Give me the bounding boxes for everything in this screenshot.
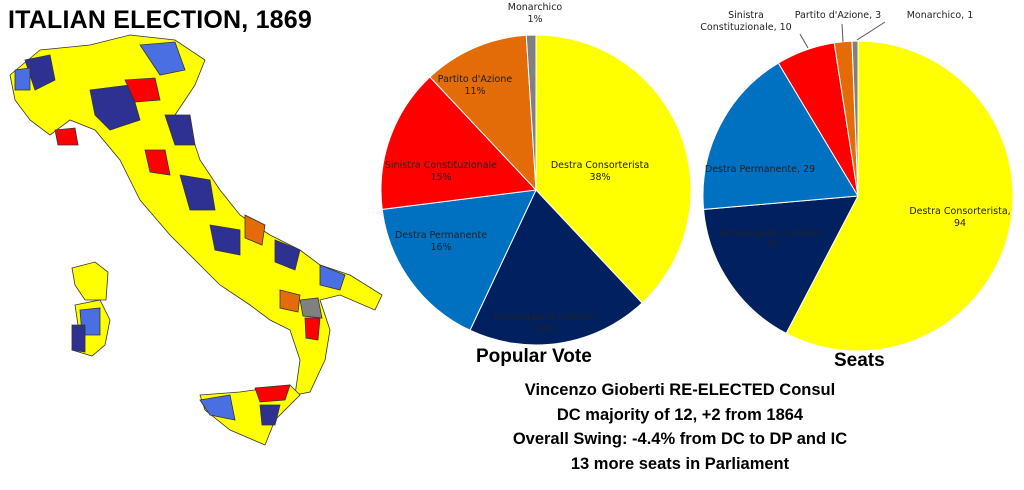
- pie-data-label: Sinistra Constituzionale 15%: [385, 160, 497, 183]
- pie-data-label: Partito d'Azione 11%: [438, 74, 513, 97]
- pie-data-label: Monarchico, 1: [907, 10, 974, 21]
- pie-slice: [702, 62, 859, 210]
- seats-caption: Seats: [834, 350, 885, 371]
- pie-slice: [469, 189, 643, 346]
- pie-slice: [851, 40, 859, 197]
- result-summary: Vincenzo Gioberti RE-ELECTED Consul DC m…: [480, 378, 880, 476]
- pie-data-label: Destra Permanente, 29: [705, 164, 815, 175]
- seats-pie: Destra Consorterista, 94 Intransigenti Cat…: [700, 10, 1014, 352]
- popular-vote-pie: Destra Consorterista 38% Intransigenti Cat…: [380, 2, 692, 346]
- pie-data-label: Destra Consorterista 38%: [551, 160, 649, 183]
- pie-slice: [525, 34, 537, 191]
- label-leader-line: [841, 23, 844, 43]
- summary-line: DC majority of 12, +2 from 1864: [556, 405, 804, 424]
- label-leader-line: [856, 21, 886, 41]
- pie-slice: [380, 76, 538, 210]
- pie-slice: [785, 40, 1014, 352]
- pie-data-label: Intransigenti Cattolici 19%: [494, 312, 596, 335]
- pie-data-label: Sinistra Constituzionale, 10: [700, 10, 791, 33]
- summary-line: Overall Swing: -4.4% from DC to DP and I…: [512, 430, 848, 448]
- map-districts: [14, 41, 346, 426]
- pie-data-label: Destra Consorterista, 94: [909, 206, 1010, 229]
- pie-slice: [429, 34, 537, 192]
- label-leader-line: [799, 33, 809, 49]
- pie-slice: [381, 189, 537, 331]
- map-corsica: [71, 261, 109, 301]
- pie-data-label: Destra Permanente 16%: [395, 230, 487, 253]
- pie-data-label: Intransigenti Cattolici, 26: [719, 228, 824, 251]
- summary-line: 13 more seats in Parliament: [570, 454, 790, 473]
- italy-results-map: [9, 34, 383, 446]
- summary-line: Vincenzo Gioberti RE-ELECTED Consul: [524, 381, 836, 399]
- pie-data-label: Monarchico 1%: [508, 2, 563, 25]
- pie-data-label: Partito d'Azione, 3: [795, 10, 881, 21]
- page-title: ITALIAN ELECTION, 1869: [8, 6, 312, 34]
- pie-slice: [703, 195, 859, 335]
- pie-slice: [535, 34, 692, 304]
- popular-vote-caption: Popular Vote: [476, 346, 592, 367]
